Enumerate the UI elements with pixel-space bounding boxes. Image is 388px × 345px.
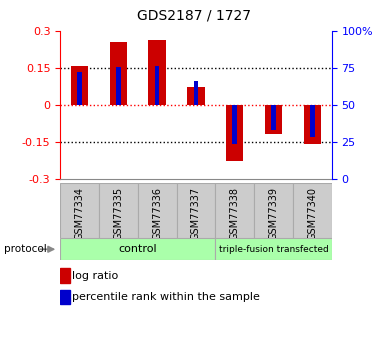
- Bar: [304, 105, 321, 144]
- Bar: [116, 67, 121, 105]
- Bar: [71, 66, 88, 105]
- Text: GDS2187 / 1727: GDS2187 / 1727: [137, 9, 251, 23]
- Text: GSM77340: GSM77340: [307, 187, 317, 240]
- Text: log ratio: log ratio: [72, 270, 119, 280]
- Text: GSM77336: GSM77336: [152, 187, 162, 240]
- Bar: [254, 183, 293, 238]
- Bar: [232, 105, 237, 144]
- Bar: [226, 105, 244, 161]
- Bar: [60, 238, 215, 260]
- Bar: [110, 42, 127, 105]
- Bar: [215, 183, 254, 238]
- Text: protocol: protocol: [4, 244, 47, 254]
- Bar: [60, 290, 70, 304]
- Bar: [187, 87, 205, 105]
- Text: percentile rank within the sample: percentile rank within the sample: [72, 292, 260, 302]
- Bar: [215, 238, 332, 260]
- Text: GSM77338: GSM77338: [230, 187, 240, 240]
- Bar: [271, 105, 276, 130]
- Bar: [149, 40, 166, 105]
- Bar: [194, 80, 198, 105]
- Text: control: control: [118, 244, 157, 254]
- Bar: [155, 66, 159, 105]
- Bar: [177, 183, 215, 238]
- Text: GSM77337: GSM77337: [191, 187, 201, 240]
- Text: GSM77335: GSM77335: [113, 187, 123, 240]
- Bar: [77, 72, 82, 105]
- Bar: [60, 183, 99, 238]
- Text: GSM77334: GSM77334: [74, 187, 85, 240]
- Bar: [293, 183, 332, 238]
- Text: triple-fusion transfected: triple-fusion transfected: [219, 245, 328, 254]
- Bar: [138, 183, 177, 238]
- Bar: [265, 105, 282, 134]
- Bar: [310, 105, 315, 137]
- Bar: [99, 183, 138, 238]
- Text: GSM77339: GSM77339: [268, 187, 279, 240]
- Bar: [60, 268, 70, 283]
